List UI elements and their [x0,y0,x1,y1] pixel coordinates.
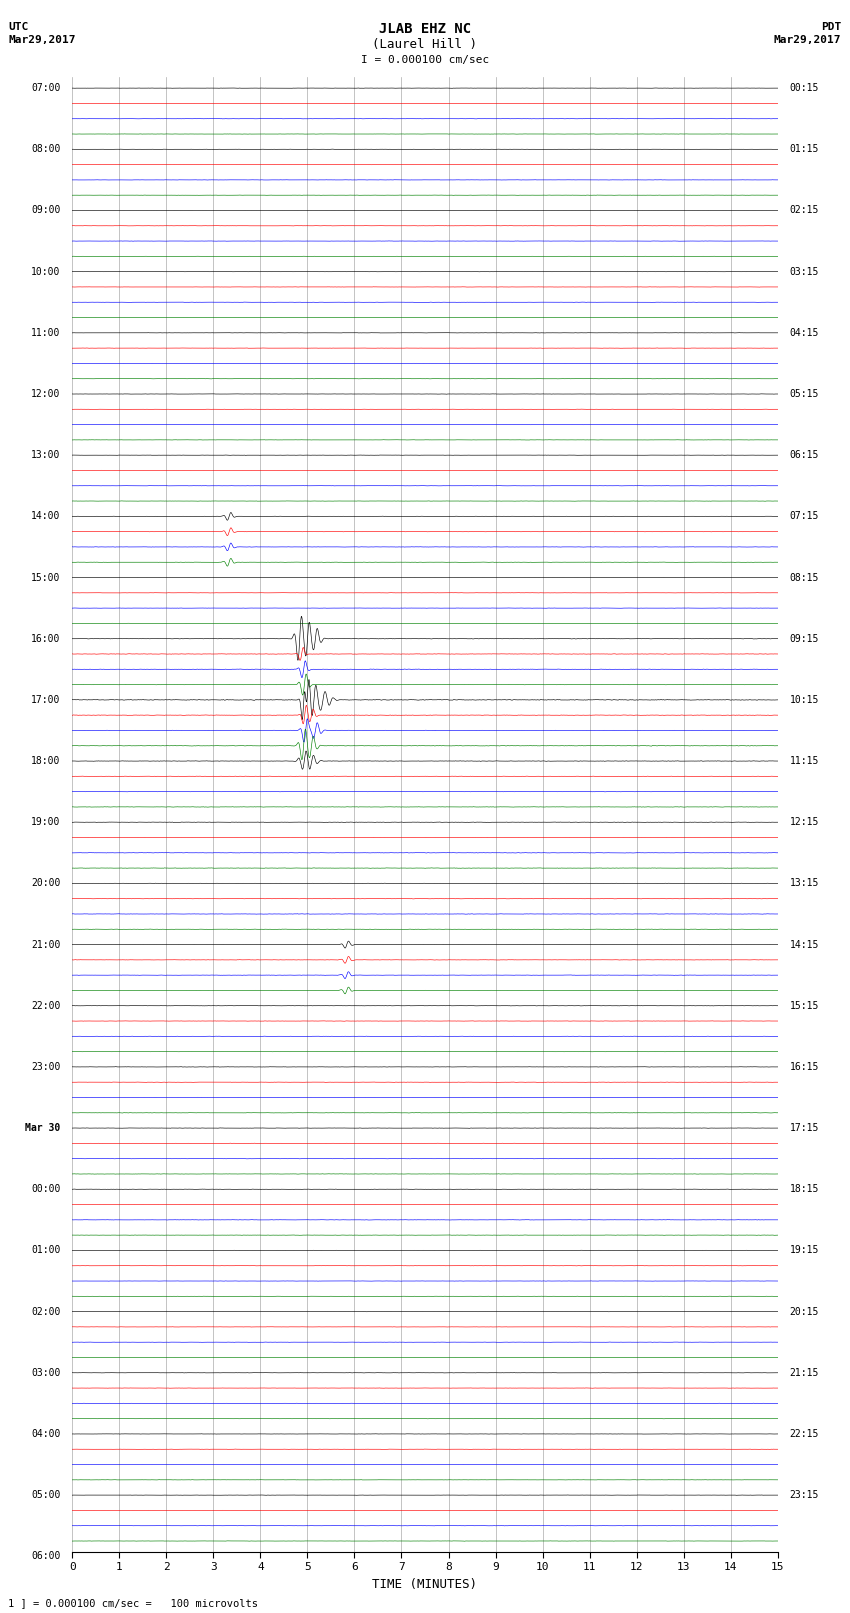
Text: 16:15: 16:15 [790,1061,819,1073]
Text: 05:15: 05:15 [790,389,819,398]
Text: Mar29,2017: Mar29,2017 [774,35,842,45]
Text: 15:15: 15:15 [790,1000,819,1011]
Text: 07:00: 07:00 [31,84,60,94]
Text: 04:00: 04:00 [31,1429,60,1439]
Text: 22:15: 22:15 [790,1429,819,1439]
Text: 22:00: 22:00 [31,1000,60,1011]
Text: 10:15: 10:15 [790,695,819,705]
Text: 01:00: 01:00 [31,1245,60,1255]
Text: 03:00: 03:00 [31,1368,60,1378]
Text: (Laurel Hill ): (Laurel Hill ) [372,37,478,50]
Text: 19:15: 19:15 [790,1245,819,1255]
Text: 02:00: 02:00 [31,1307,60,1316]
Text: 10:00: 10:00 [31,266,60,277]
Text: 1 ] = 0.000100 cm/sec =   100 microvolts: 1 ] = 0.000100 cm/sec = 100 microvolts [8,1598,258,1608]
Text: 17:00: 17:00 [31,695,60,705]
Text: 20:00: 20:00 [31,879,60,889]
Text: 11:00: 11:00 [31,327,60,337]
Text: 23:00: 23:00 [31,1061,60,1073]
Text: 12:00: 12:00 [31,389,60,398]
Text: 14:15: 14:15 [790,939,819,950]
Text: 20:15: 20:15 [790,1307,819,1316]
Text: UTC: UTC [8,23,29,32]
Text: 05:00: 05:00 [31,1490,60,1500]
Text: 00:15: 00:15 [790,84,819,94]
Text: 11:15: 11:15 [790,756,819,766]
Text: 00:00: 00:00 [31,1184,60,1194]
Text: 07:15: 07:15 [790,511,819,521]
Text: 12:15: 12:15 [790,818,819,827]
X-axis label: TIME (MINUTES): TIME (MINUTES) [372,1578,478,1590]
Text: 23:15: 23:15 [790,1490,819,1500]
Text: 04:15: 04:15 [790,327,819,337]
Text: 06:15: 06:15 [790,450,819,460]
Text: JLAB EHZ NC: JLAB EHZ NC [379,23,471,37]
Text: 16:00: 16:00 [31,634,60,644]
Text: Mar29,2017: Mar29,2017 [8,35,76,45]
Text: 06:00: 06:00 [31,1552,60,1561]
Text: 08:15: 08:15 [790,573,819,582]
Text: Mar 30: Mar 30 [26,1123,60,1132]
Text: 18:15: 18:15 [790,1184,819,1194]
Text: 19:00: 19:00 [31,818,60,827]
Text: 17:15: 17:15 [790,1123,819,1132]
Text: 21:00: 21:00 [31,939,60,950]
Text: I = 0.000100 cm/sec: I = 0.000100 cm/sec [361,55,489,65]
Text: 02:15: 02:15 [790,205,819,216]
Text: 01:15: 01:15 [790,144,819,155]
Text: 13:00: 13:00 [31,450,60,460]
Text: 03:15: 03:15 [790,266,819,277]
Text: 21:15: 21:15 [790,1368,819,1378]
Text: PDT: PDT [821,23,842,32]
Text: 14:00: 14:00 [31,511,60,521]
Text: 09:15: 09:15 [790,634,819,644]
Text: 13:15: 13:15 [790,879,819,889]
Text: 15:00: 15:00 [31,573,60,582]
Text: 09:00: 09:00 [31,205,60,216]
Text: 18:00: 18:00 [31,756,60,766]
Text: 08:00: 08:00 [31,144,60,155]
